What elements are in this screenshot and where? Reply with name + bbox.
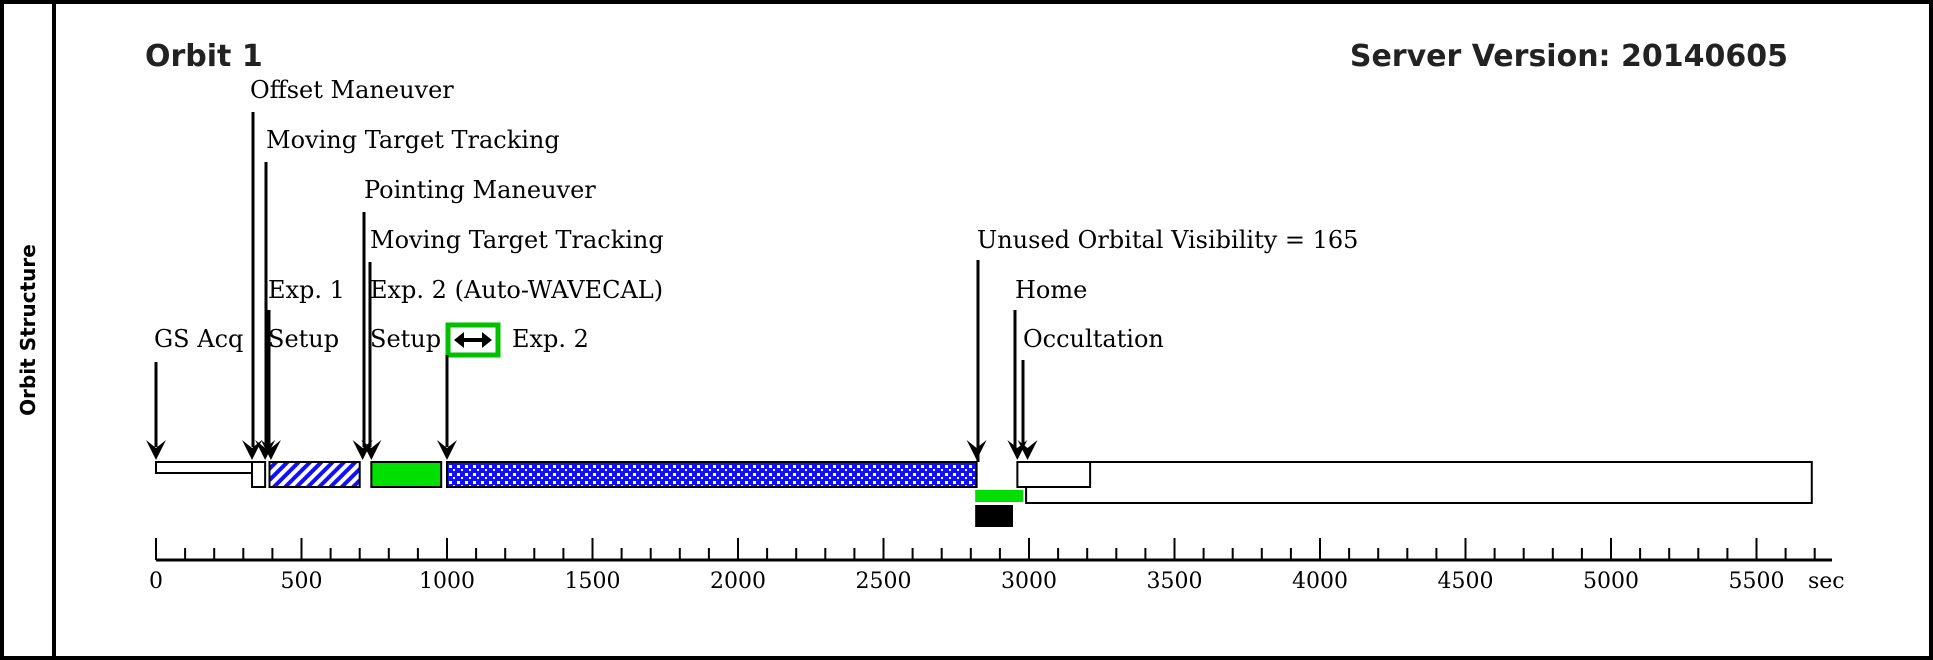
label-unused-orbital-visibility: Unused Orbital Visibility = 165 bbox=[977, 226, 1358, 254]
segment-unused-orbital-visibility bbox=[975, 490, 1024, 502]
label-occultation: Occultation bbox=[1023, 325, 1164, 353]
timeline-arrow bbox=[352, 440, 373, 460]
axis-unit-label: sec bbox=[1808, 569, 1845, 594]
tick-label: 0 bbox=[149, 569, 163, 594]
label-exp-2-auto-wavecal: Exp. 2 (Auto-WAVECAL) bbox=[370, 276, 663, 304]
tick-label: 1500 bbox=[565, 569, 621, 594]
tick-label: 2000 bbox=[710, 569, 766, 594]
timeline-arrow bbox=[361, 440, 382, 460]
label-moving-target-tracking-2: Moving Target Tracking bbox=[370, 226, 664, 254]
server-version: Server Version: 20140605 bbox=[1350, 39, 1788, 74]
timeline-segments bbox=[155, 461, 1813, 527]
label-setup-2: Setup bbox=[370, 325, 441, 353]
timeline-arrow bbox=[255, 440, 276, 460]
timeline-arrow bbox=[242, 440, 263, 460]
label-offset-maneuver: Offset Maneuver bbox=[250, 76, 454, 104]
time-axis: sec 0 500 1000 1500 2000 2500 3000 3500 4000 4500… bbox=[149, 538, 1845, 594]
arrows bbox=[146, 440, 1038, 460]
timeline-arrow bbox=[437, 440, 457, 460]
tick-label: 5000 bbox=[1583, 569, 1639, 594]
segment-exp-2 bbox=[446, 461, 978, 488]
tick-label: 4500 bbox=[1438, 569, 1494, 594]
tick-label: 1000 bbox=[419, 569, 475, 594]
timeline-arrow bbox=[1017, 440, 1038, 460]
timeline-arrow bbox=[146, 440, 166, 460]
timeline-arrow bbox=[966, 440, 987, 460]
segment-occultation bbox=[975, 505, 1013, 527]
label-moving-target-tracking-1: Moving Target Tracking bbox=[266, 126, 560, 154]
label-gs-acq: GS Acq bbox=[154, 325, 243, 353]
segment-gs-acq bbox=[155, 461, 254, 474]
sidebar: Orbit Structure bbox=[4, 4, 56, 656]
segment-home bbox=[1016, 461, 1092, 488]
tick-label: 5500 bbox=[1729, 569, 1785, 594]
highlight-box bbox=[445, 322, 501, 358]
segment-offset-maneuver bbox=[251, 461, 267, 488]
segment-exp-1-setup bbox=[268, 461, 361, 488]
segment-exp-1 bbox=[370, 461, 443, 488]
tick-label: 3000 bbox=[1001, 569, 1057, 594]
leader-lines bbox=[154, 112, 1025, 462]
label-setup-1: Setup bbox=[268, 325, 339, 353]
label-exp-2: Exp. 2 bbox=[512, 325, 589, 353]
label-home: Home bbox=[1015, 276, 1087, 304]
orbit-title: Orbit 1 bbox=[145, 39, 263, 74]
segment-occultation bbox=[1025, 461, 1813, 504]
double-arrow-icon bbox=[454, 332, 492, 348]
timeline-arrow bbox=[260, 440, 281, 460]
tick-label: 500 bbox=[281, 569, 323, 594]
tick-label: 3500 bbox=[1147, 569, 1203, 594]
label-exp-1: Exp. 1 bbox=[268, 276, 345, 304]
tick-label: 4000 bbox=[1292, 569, 1348, 594]
tick-label: 2500 bbox=[856, 569, 912, 594]
label-pointing-maneuver: Pointing Maneuver bbox=[364, 176, 596, 204]
